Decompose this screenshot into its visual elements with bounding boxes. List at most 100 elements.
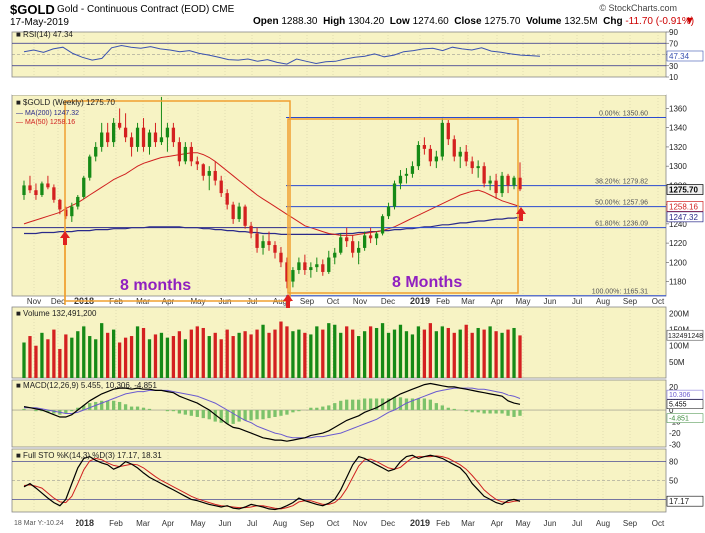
macd-histogram-bar bbox=[309, 407, 313, 411]
volume-bar bbox=[171, 336, 176, 378]
price-candle-body bbox=[345, 237, 349, 242]
price-candle-body bbox=[28, 185, 32, 191]
period-box-1 bbox=[64, 100, 291, 302]
volume-bar bbox=[416, 326, 421, 378]
macd-histogram-bar bbox=[237, 410, 241, 422]
volume-legend: ■ Volume 132,491,200 bbox=[16, 309, 97, 318]
volume-bar bbox=[135, 326, 140, 378]
x-label-bottom: Aug bbox=[596, 519, 610, 528]
macd-histogram-bar bbox=[261, 410, 265, 420]
volume-bar bbox=[111, 329, 116, 378]
price-candle-body bbox=[416, 145, 421, 167]
x-label-top: Aug bbox=[596, 297, 610, 306]
volume-bar bbox=[285, 326, 289, 378]
macd-histogram-bar bbox=[267, 410, 271, 419]
price-candle-body bbox=[267, 241, 271, 246]
price-tag-value: 1275.70 bbox=[669, 186, 698, 195]
price-tag-value: 1258.16 bbox=[669, 202, 698, 211]
macd-histogram-bar bbox=[512, 410, 516, 417]
brand-watermark: © StockCharts.com bbox=[599, 3, 677, 13]
x-label-top: Oct bbox=[327, 297, 340, 306]
chg-value: -11.70 (-0.91%) bbox=[625, 16, 695, 27]
rsi-line bbox=[23, 44, 541, 65]
annotation-8-months-1: 8 months bbox=[120, 277, 191, 294]
macd-histogram-bar bbox=[117, 401, 122, 411]
macd-histogram-bar bbox=[368, 398, 373, 411]
price-candle-body bbox=[88, 156, 92, 178]
price-candle-body bbox=[321, 264, 325, 272]
macd-histogram-bar bbox=[422, 398, 427, 411]
volume-bar bbox=[422, 329, 427, 378]
volume-bar bbox=[123, 337, 128, 378]
price-candle-body bbox=[362, 235, 367, 248]
rsi-legend: ■ RSI(14) 47.34 bbox=[16, 30, 73, 39]
macd-histogram-bar bbox=[147, 408, 152, 411]
macd-histogram-bar bbox=[52, 410, 56, 414]
macd-last-tag bbox=[666, 399, 704, 409]
price-candle-body bbox=[303, 262, 307, 271]
price-candle-body bbox=[309, 267, 313, 271]
x-label-bottom: Nov bbox=[353, 519, 367, 528]
triangle-down-icon[interactable]: ▼ bbox=[684, 15, 695, 27]
macd-histogram-bar bbox=[518, 410, 522, 416]
macd-histogram-bar bbox=[362, 398, 367, 411]
volume-bar bbox=[458, 329, 462, 378]
price-candle-body bbox=[70, 206, 74, 217]
macd-histogram-bar bbox=[297, 410, 301, 412]
macd-histogram-bar bbox=[327, 405, 331, 411]
price-candle-body bbox=[291, 270, 295, 282]
period-box-2 bbox=[287, 118, 519, 294]
open-value: 1288.30 bbox=[281, 16, 318, 27]
macd-histogram-bar bbox=[207, 410, 211, 420]
x-label-bottom: Sep bbox=[623, 519, 638, 528]
close-value: 1275.70 bbox=[484, 16, 521, 27]
price-candle-body bbox=[368, 235, 373, 239]
volume-bar bbox=[440, 326, 444, 378]
volume-bar bbox=[506, 329, 510, 378]
macd-histogram-bar bbox=[428, 399, 433, 411]
volume-bar bbox=[70, 337, 74, 378]
volume-tick-label: 200M bbox=[669, 309, 689, 318]
x-label-bottom: Mar bbox=[136, 519, 150, 528]
price-candle-body bbox=[494, 180, 498, 194]
price-candle-body bbox=[440, 122, 444, 157]
price-candle-body bbox=[327, 257, 331, 272]
volume-bar bbox=[303, 332, 307, 378]
macd-histogram-bar bbox=[321, 406, 325, 411]
price-candle-body bbox=[40, 183, 44, 196]
price-tick-label: 1300 bbox=[669, 162, 687, 171]
price-legend: ■ $GOLD (Weekly) 1275.70 bbox=[16, 98, 116, 107]
x-label-bottom: Aug bbox=[273, 519, 287, 528]
macd-histogram-bar bbox=[410, 398, 415, 411]
rsi-last-value: 47.34 bbox=[669, 52, 690, 61]
x-label-top: Mar bbox=[461, 297, 475, 306]
volume-bar bbox=[195, 326, 199, 378]
rsi-tick-label: 10 bbox=[669, 73, 678, 82]
price-tick-label: 1340 bbox=[669, 124, 687, 133]
macd-histogram-bar bbox=[135, 406, 140, 411]
price-candle-body bbox=[177, 142, 182, 162]
quote-date: 17-May-2019 bbox=[10, 17, 69, 28]
macd-histogram-bar bbox=[213, 410, 217, 422]
volume-bar bbox=[22, 342, 26, 378]
price-candle-body bbox=[64, 209, 68, 217]
macd-last-tag bbox=[666, 389, 704, 400]
volume-bar bbox=[494, 331, 498, 378]
macd-histogram-bar bbox=[76, 407, 80, 411]
macd-histogram-bar bbox=[291, 410, 295, 413]
sto-last-tag bbox=[666, 495, 704, 507]
footer-note: 18 Mar Y:-10.24 bbox=[14, 520, 64, 527]
price-candle-body bbox=[404, 173, 409, 176]
volume-bar bbox=[380, 323, 385, 378]
x-label-bottom: Apr bbox=[491, 519, 504, 528]
price-candle-body bbox=[76, 196, 80, 207]
price-candle-body bbox=[46, 183, 50, 188]
volume-bar bbox=[315, 326, 319, 378]
sto-tick-label: 80 bbox=[669, 458, 678, 467]
price-candle-body bbox=[273, 245, 277, 253]
volume-bar bbox=[404, 331, 409, 378]
price-candle-body bbox=[94, 146, 98, 157]
volume-last-value: 132491248 bbox=[668, 333, 703, 340]
volume-bar bbox=[321, 329, 325, 378]
price-candle-body bbox=[500, 175, 504, 194]
